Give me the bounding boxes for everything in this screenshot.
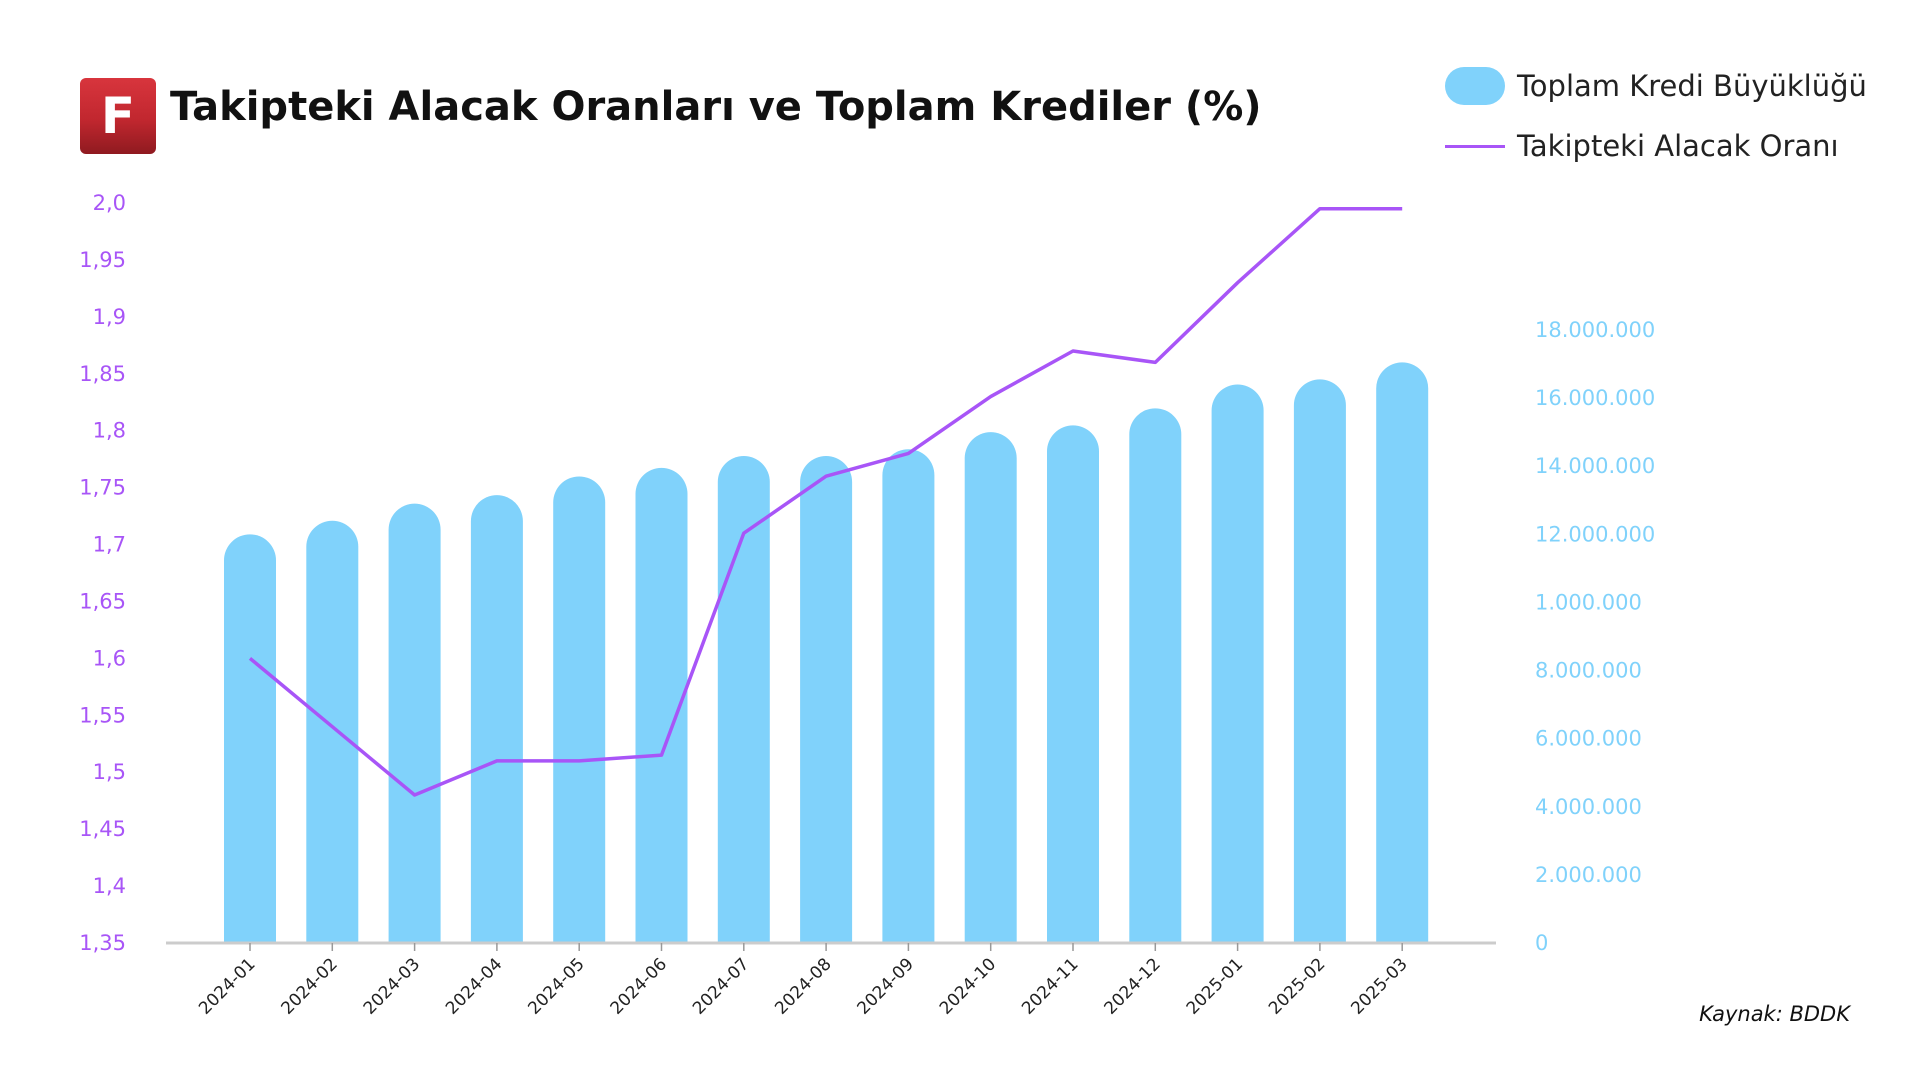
legend-label-line: Takipteki Alacak Oranı bbox=[1517, 129, 1839, 163]
left-axis-tick-label: 1,4 bbox=[93, 874, 126, 898]
right-axis-tick-label: 4.000.000 bbox=[1535, 795, 1642, 819]
right-axis-tick-label: 18.000.000 bbox=[1535, 318, 1655, 342]
right-axis-tick-label: 12.000.000 bbox=[1535, 522, 1655, 546]
x-tick-label: 2025-02 bbox=[1265, 954, 1329, 1018]
legend-label-bar: Toplam Kredi Büyüklüğü bbox=[1517, 69, 1867, 103]
left-axis-tick-label: 1,75 bbox=[79, 476, 126, 500]
left-axis-ticks: 1,35 1,4 1,45 1,5 1,55 1,6 1,65 1,7 1,75 1,8 1,85 1… bbox=[79, 191, 126, 955]
right-axis-tick-label: 1.000.000 bbox=[1535, 590, 1642, 614]
bar-2024-07 bbox=[717, 456, 770, 943]
left-axis-tick-label: 1,9 bbox=[93, 305, 126, 329]
bar-series bbox=[224, 362, 1429, 944]
bar-2024-06 bbox=[635, 467, 688, 943]
bar-2024-11 bbox=[1047, 425, 1099, 943]
brand-logo: F bbox=[80, 78, 156, 154]
legend-item-bar: Toplam Kredi Büyüklüğü bbox=[1445, 66, 1867, 106]
bar-2024-05 bbox=[553, 476, 606, 943]
right-axis-tick-label: 2.000.000 bbox=[1535, 863, 1642, 887]
x-tick-label: 2024-08 bbox=[771, 954, 835, 1018]
bar-2024-01 bbox=[224, 534, 276, 943]
x-tick-label: 2024-01 bbox=[195, 954, 259, 1018]
x-tick-label: 2024-05 bbox=[524, 954, 588, 1018]
x-axis-ticks: 2024-01 2024-02 2024-03 2024-04 2024-05 2024-… bbox=[195, 943, 1412, 1019]
left-axis-tick-label: 1,8 bbox=[93, 419, 126, 443]
x-tick-label: 2024-07 bbox=[689, 954, 753, 1018]
bar-2024-04 bbox=[470, 495, 523, 943]
bar-2025-03 bbox=[1376, 362, 1429, 944]
bar-2024-02 bbox=[306, 520, 359, 943]
x-tick-label: 2024-12 bbox=[1100, 954, 1164, 1018]
x-tick-label: 2025-01 bbox=[1183, 954, 1247, 1018]
x-tick-label: 2024-06 bbox=[607, 954, 671, 1018]
right-axis-tick-label: 8.000.000 bbox=[1535, 659, 1642, 683]
right-axis-tick-label: 14.000.000 bbox=[1535, 454, 1655, 478]
right-axis-tick-label: 0 bbox=[1535, 931, 1548, 955]
left-axis-tick-label: 1,55 bbox=[79, 703, 126, 727]
x-tick-label: 2024-11 bbox=[1018, 954, 1082, 1018]
left-axis-tick-label: 1,85 bbox=[79, 362, 126, 386]
left-axis-tick-label: 1,5 bbox=[93, 760, 126, 784]
bar-2024-10 bbox=[964, 432, 1017, 943]
right-axis-tick-label: 6.000.000 bbox=[1535, 727, 1642, 751]
left-axis-tick-label: 1,95 bbox=[79, 248, 126, 272]
legend-item-line: Takipteki Alacak Oranı bbox=[1445, 126, 1839, 166]
x-tick-label: 2024-10 bbox=[936, 954, 1000, 1018]
left-axis-tick-label: 1,7 bbox=[93, 533, 126, 557]
bar-2024-03 bbox=[388, 503, 441, 943]
x-tick-label: 2024-04 bbox=[442, 954, 506, 1018]
left-axis-tick-label: 1,45 bbox=[79, 817, 126, 841]
bar-2025-01 bbox=[1211, 384, 1264, 943]
legend-swatch-line bbox=[1445, 144, 1505, 148]
right-axis-tick-label: 16.000.000 bbox=[1535, 386, 1655, 410]
source-note: Kaynak: BDDK bbox=[1699, 1002, 1850, 1026]
ratio-line bbox=[248, 206, 1403, 797]
bar-2024-09 bbox=[882, 449, 935, 943]
bar-2024-12 bbox=[1129, 408, 1182, 943]
x-tick-label: 2024-09 bbox=[854, 954, 918, 1018]
left-axis-tick-label: 1,6 bbox=[93, 646, 126, 670]
x-tick-label: 2024-03 bbox=[360, 954, 424, 1018]
bar-2025-02 bbox=[1293, 379, 1346, 943]
right-axis-ticks: 0 2.000.000 4.000.000 6.000.000 8.000.000 1.0… bbox=[1535, 318, 1655, 955]
left-axis-tick-label: 1,35 bbox=[79, 931, 126, 955]
left-axis-tick-label: 1,65 bbox=[79, 589, 126, 613]
bar-2024-08 bbox=[800, 456, 853, 943]
logo-letter: F bbox=[100, 87, 136, 145]
legend-swatch-bar bbox=[1445, 67, 1505, 105]
x-tick-label: 2025-03 bbox=[1347, 954, 1411, 1018]
chart-title: Takipteki Alacak Oranları ve Toplam Kred… bbox=[170, 84, 1262, 130]
left-axis-tick-label: 2,0 bbox=[93, 191, 126, 215]
x-tick-label: 2024-02 bbox=[277, 954, 341, 1018]
